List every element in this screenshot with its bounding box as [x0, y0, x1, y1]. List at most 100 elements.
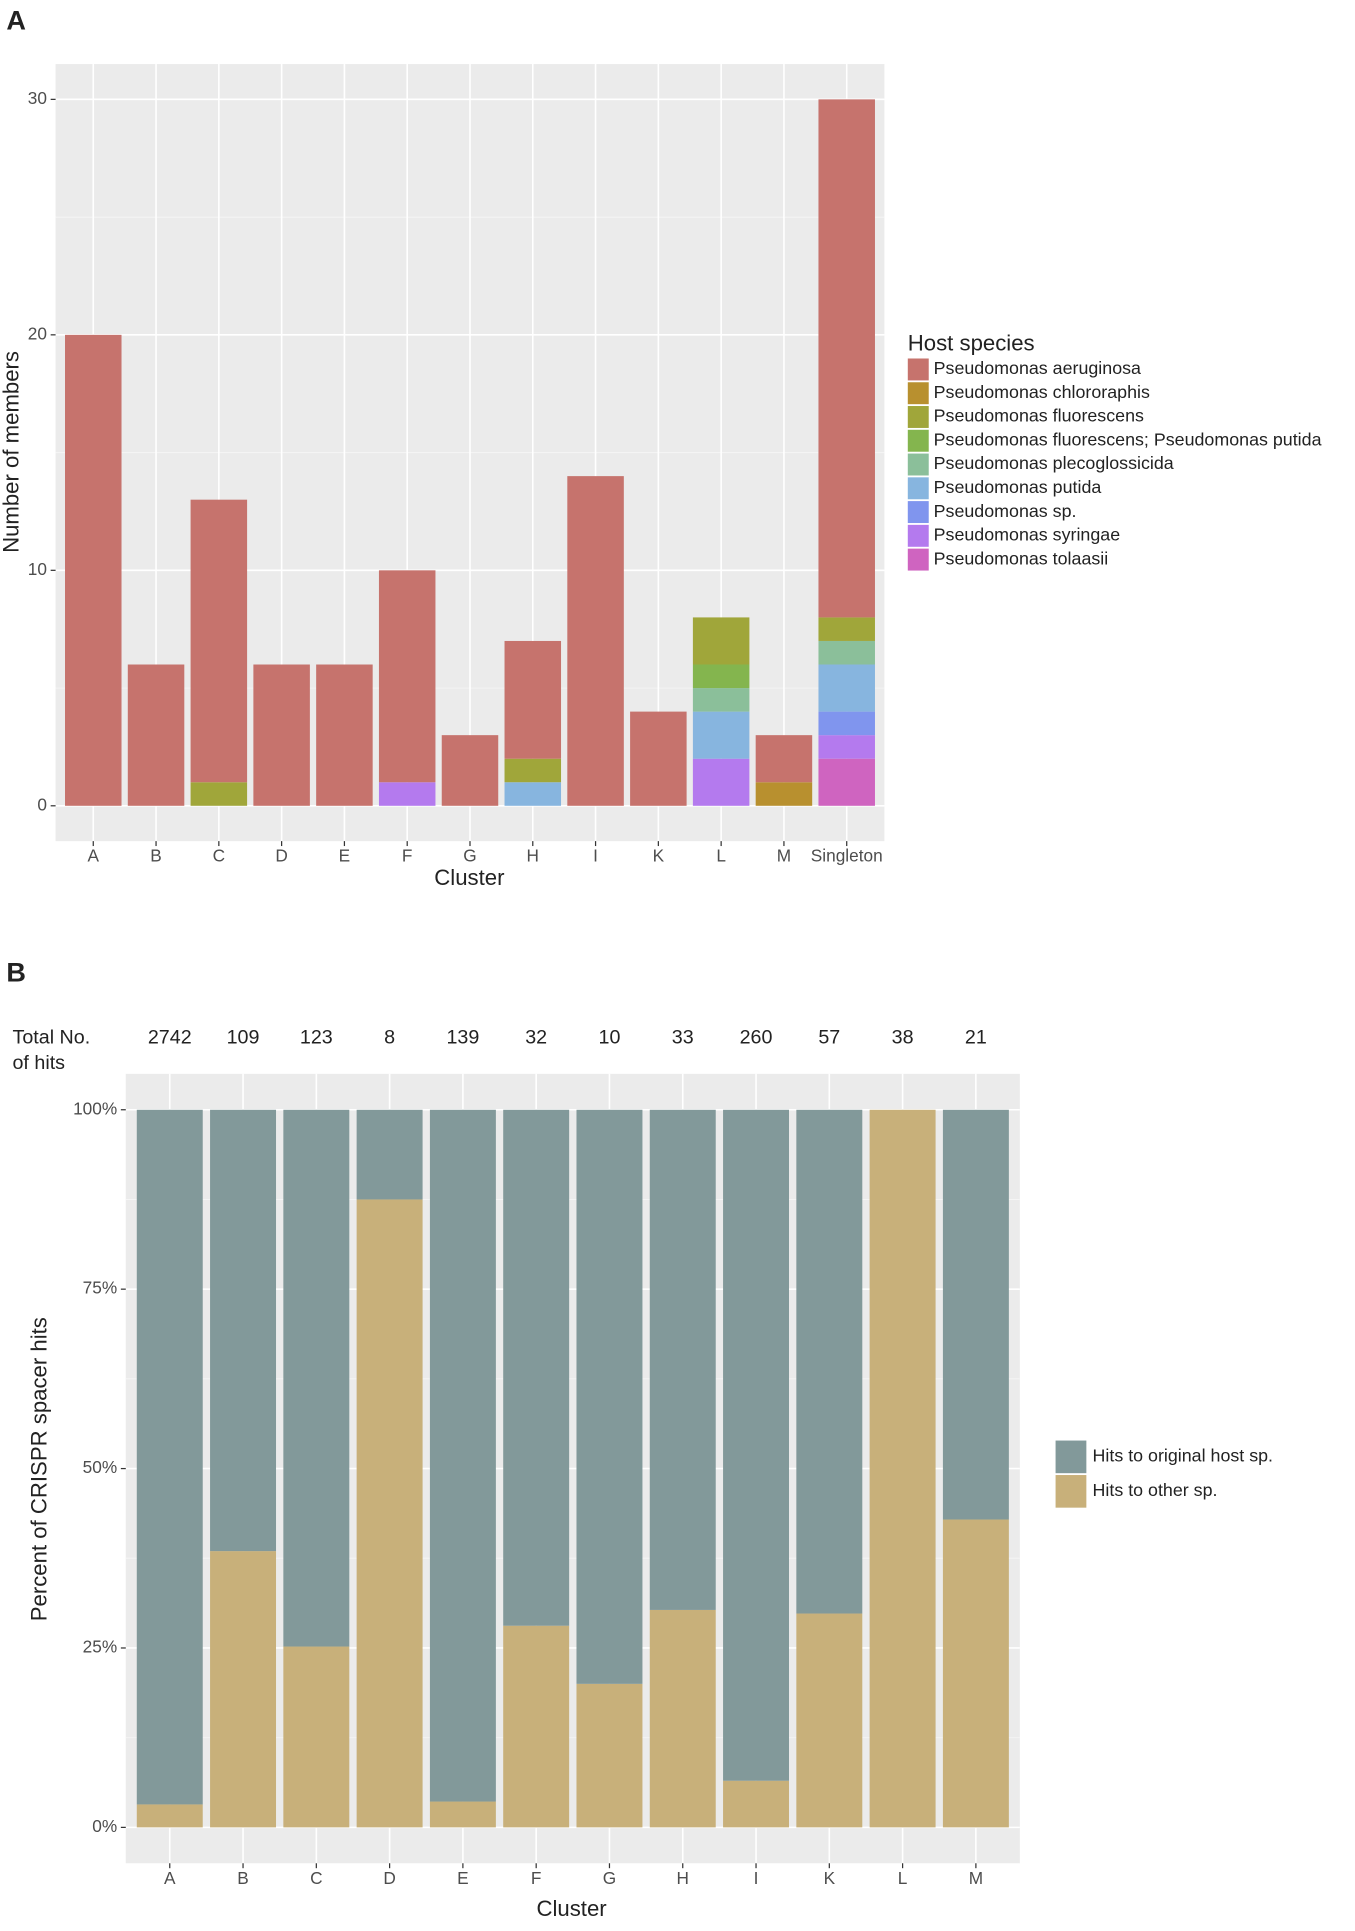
x-tick-label: M: [969, 1868, 983, 1888]
bar-segment: [818, 99, 875, 618]
x-tick-label: I: [593, 846, 598, 866]
bar-segment: [723, 1109, 790, 1781]
total-hits: 38: [892, 1026, 914, 1048]
y-tick-label: 30: [28, 88, 47, 108]
bar-segment: [504, 758, 562, 783]
bar-segment: [630, 711, 687, 806]
x-tick-label: L: [716, 846, 726, 866]
bar-segment: [818, 617, 875, 641]
legend-label: Pseudomonas putida: [934, 477, 1102, 497]
x-tick-label: F: [402, 846, 413, 866]
legend-label: Pseudomonas sp.: [934, 501, 1077, 521]
x-tick-label: H: [527, 846, 539, 866]
legend-title: Host species: [908, 331, 1035, 356]
bar-segment: [692, 664, 750, 689]
total-hits: 2742: [148, 1026, 192, 1048]
y-axis-title: Percent of CRISPR spacer hits: [27, 1317, 52, 1621]
legend-label: Pseudomonas chlororaphis: [934, 382, 1150, 402]
bar-segment: [818, 640, 875, 665]
bar-segment: [378, 782, 436, 806]
y-tick-label: 10: [28, 559, 47, 579]
legend-swatch: [907, 453, 929, 476]
y-tick-label: 0%: [92, 1816, 117, 1836]
total-hits: 8: [384, 1026, 395, 1048]
x-tick-label: A: [164, 1868, 176, 1888]
x-tick-label: H: [677, 1868, 689, 1888]
bar-segment: [429, 1109, 496, 1802]
legend-swatch: [907, 406, 929, 428]
legend-label: Pseudomonas plecoglossicida: [934, 453, 1174, 473]
bar-segment: [755, 735, 813, 783]
x-tick-label: G: [463, 846, 476, 866]
bar-segment: [210, 1109, 277, 1552]
x-tick-label: K: [653, 846, 665, 866]
x-tick-label: D: [275, 846, 287, 866]
bar-segment: [649, 1109, 716, 1610]
legend-swatch: [907, 524, 929, 547]
y-tick-label: 75%: [83, 1278, 117, 1298]
x-tick-label: B: [150, 846, 162, 866]
x-tick-label: C: [213, 846, 225, 866]
bar-segment: [692, 617, 750, 665]
x-tick-label: A: [88, 846, 100, 866]
bar-segment: [283, 1646, 350, 1828]
legend-swatch: [907, 382, 929, 405]
bar-segment: [356, 1109, 423, 1200]
bar-segment: [818, 735, 875, 759]
bar-segment: [503, 1109, 570, 1626]
legend-swatch: [1055, 1440, 1087, 1474]
panel-label: A: [6, 4, 26, 35]
bar-segment: [127, 664, 185, 806]
x-tick-label: G: [603, 1868, 616, 1888]
bar-segment: [692, 688, 750, 712]
legend-label: Pseudomonas fluorescens; Pseudomonas put…: [934, 429, 1322, 449]
bar-segment: [692, 711, 750, 759]
total-hits: 33: [672, 1026, 694, 1048]
bar-segment: [818, 758, 875, 806]
bar-segment: [818, 711, 875, 736]
legend-label: Hits to other sp.: [1093, 1480, 1218, 1500]
total-hits: 57: [818, 1026, 840, 1048]
legend-swatch: [907, 429, 929, 452]
x-tick-label: C: [310, 1868, 322, 1888]
total-hits: 10: [599, 1026, 621, 1048]
bar-segment: [942, 1109, 1009, 1520]
y-tick-label: 25%: [83, 1637, 117, 1657]
bar-segment: [136, 1804, 203, 1828]
x-axis-title: Cluster: [434, 865, 505, 890]
bar-segment: [190, 782, 248, 806]
bar-segment: [755, 782, 813, 806]
bar-segment: [504, 640, 562, 759]
bar-segment: [869, 1109, 936, 1828]
x-tick-label: E: [339, 846, 351, 866]
total-hits: 21: [965, 1026, 987, 1048]
y-axis-title: Number of members: [0, 351, 23, 553]
y-tick-label: 50%: [83, 1457, 117, 1477]
totals-label: Total No.: [12, 1026, 90, 1048]
bar-segment: [504, 782, 562, 806]
bar-segment: [567, 476, 624, 806]
totals-label: of hits: [12, 1052, 65, 1074]
x-tick-label: I: [754, 1868, 759, 1888]
total-hits: 123: [300, 1026, 333, 1048]
bar-segment: [796, 1613, 863, 1828]
bar-segment: [576, 1109, 643, 1684]
x-tick-label: D: [383, 1868, 395, 1888]
legend-swatch: [907, 501, 929, 524]
bar-segment: [649, 1609, 716, 1828]
bar-segment: [136, 1109, 203, 1805]
bar-segment: [190, 499, 248, 783]
total-hits: 109: [227, 1026, 260, 1048]
x-tick-label: K: [824, 1868, 836, 1888]
legend-swatch: [907, 358, 929, 381]
bar-segment: [429, 1801, 496, 1828]
y-tick-label: 20: [28, 323, 47, 343]
legend-label: Pseudomonas tolaasii: [934, 548, 1109, 568]
bar-segment: [723, 1780, 790, 1828]
x-tick-label: L: [898, 1868, 908, 1888]
bar-segment: [576, 1683, 643, 1828]
x-tick-label: M: [777, 846, 791, 866]
x-axis-title: Cluster: [536, 1896, 607, 1921]
y-tick-label: 100%: [73, 1098, 117, 1118]
